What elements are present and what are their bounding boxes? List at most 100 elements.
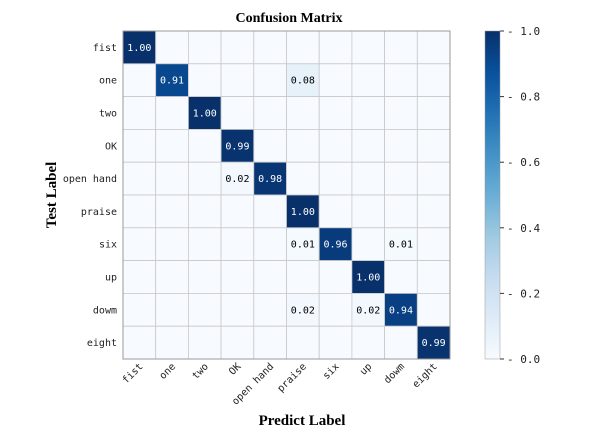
cell-value-label: 0.96 xyxy=(324,240,348,251)
heatmap-cell xyxy=(384,325,418,360)
heatmap-cell xyxy=(155,260,189,294)
heatmap-cell xyxy=(286,161,320,196)
y-tick-label: OK xyxy=(105,141,117,152)
heatmap-cell xyxy=(318,161,353,196)
heatmap-cell xyxy=(155,194,189,229)
colorbar-tick-label: - 0.6 xyxy=(507,156,540,169)
heatmap-cell xyxy=(187,128,222,163)
heatmap-cell xyxy=(351,63,385,97)
heatmap-cell xyxy=(286,63,320,97)
cell-value-label: 0.02 xyxy=(356,305,380,316)
heatmap-cell xyxy=(155,96,189,130)
heatmap-cell xyxy=(155,63,189,97)
x-tick-label: up xyxy=(358,361,374,377)
colorbar-tick-label: - 0.2 xyxy=(507,287,540,300)
heatmap-cell xyxy=(416,63,451,97)
heatmap-cell xyxy=(318,63,353,97)
heatmap-cell xyxy=(122,260,157,294)
heatmap-cell xyxy=(286,227,320,262)
y-tick-label: up xyxy=(105,273,117,284)
heatmap-cell xyxy=(351,30,385,65)
heatmap-cell xyxy=(318,325,353,360)
heatmap-cell xyxy=(318,30,353,65)
y-tick-label: fist xyxy=(93,43,117,54)
colorbar-tick-label: - 0.4 xyxy=(507,222,540,235)
colorbar-ticks: - 0.0 - 0.2 - 0.4 - 0.6 - 0.8 - 1.0 xyxy=(500,25,540,366)
heatmap-cell xyxy=(220,63,255,97)
cell-value-label: 0.98 xyxy=(258,174,282,185)
cell-value-label: 0.99 xyxy=(225,141,249,152)
heatmap-cell xyxy=(416,30,451,65)
heatmap-cell xyxy=(220,227,255,262)
heatmap-cell xyxy=(187,292,222,327)
heatmap-cell xyxy=(253,325,287,360)
heatmap-cells xyxy=(122,30,451,360)
heatmap-cell xyxy=(384,227,418,262)
cell-value-label: 0.02 xyxy=(291,305,315,316)
x-tick-label: two xyxy=(190,361,211,382)
heatmap-cell xyxy=(416,96,451,130)
heatmap-cell xyxy=(187,325,222,360)
heatmap-cell xyxy=(220,325,255,360)
x-tick-label: eight xyxy=(411,361,440,390)
cell-value-label: 1.00 xyxy=(127,43,151,54)
heatmap-cell xyxy=(416,292,451,327)
heatmap-cell xyxy=(253,63,287,97)
y-tick-label: dowm xyxy=(93,305,117,316)
heatmap-cell xyxy=(253,128,287,163)
heatmap-cell xyxy=(384,161,418,196)
heatmap-cell xyxy=(416,227,451,262)
heatmap-cell xyxy=(122,63,157,97)
y-tick-label: open hand xyxy=(63,174,117,185)
heatmap-cell xyxy=(286,325,320,360)
y-tick-label: two xyxy=(99,109,117,120)
heatmap-cell xyxy=(253,194,287,229)
heatmap-cell xyxy=(286,194,320,229)
heatmap-cell xyxy=(187,63,222,97)
heatmap-cell xyxy=(416,194,451,229)
heatmap-cell xyxy=(187,260,222,294)
heatmap-cell xyxy=(384,96,418,130)
heatmap-cell xyxy=(351,194,385,229)
heatmap-cell xyxy=(220,292,255,327)
heatmap-cell xyxy=(351,292,385,327)
cell-value-label: 0.01 xyxy=(291,240,315,251)
heatmap-cell xyxy=(220,260,255,294)
y-tick-label: eight xyxy=(87,338,117,349)
heatmap-cell xyxy=(253,292,287,327)
heatmap-cell xyxy=(122,194,157,229)
heatmap-cell xyxy=(286,128,320,163)
heatmap-cell xyxy=(351,260,385,294)
x-tick-label: praise xyxy=(276,361,309,394)
heatmap-cell xyxy=(253,260,287,294)
heatmap-cell xyxy=(187,194,222,229)
heatmap-cell xyxy=(384,260,418,294)
y-axis-label: Test Label xyxy=(44,162,60,229)
x-tick-label: OK xyxy=(227,361,243,377)
cell-value-label: 0.94 xyxy=(389,305,413,316)
cell-value-label: 1.00 xyxy=(291,207,315,218)
heatmap-cell xyxy=(384,194,418,229)
y-tick-label: one xyxy=(99,76,117,87)
heatmap-cell xyxy=(155,325,189,360)
heatmap-cell xyxy=(384,30,418,65)
heatmap-cell xyxy=(155,128,189,163)
heatmap-cell xyxy=(416,161,451,196)
heatmap-cell xyxy=(351,96,385,130)
heatmap-cell xyxy=(187,96,222,130)
heatmap-cell xyxy=(384,63,418,97)
heatmap-cell xyxy=(351,161,385,196)
heatmap-cell xyxy=(384,128,418,163)
heatmap-cell xyxy=(318,128,353,163)
x-tick-label: dowm xyxy=(382,361,407,386)
heatmap-cell xyxy=(351,325,385,360)
heatmap-cell-labels: 1.00 0.91 0.08 1.00 0.99 0.02 0.98 1.00 0.01 0.96… xyxy=(127,43,445,349)
heatmap-cell xyxy=(220,96,255,130)
heatmap-cell xyxy=(187,30,222,65)
colorbar-tick-label: - 1.0 xyxy=(507,25,540,38)
colorbar-tick-label: - 0.0 xyxy=(507,353,540,366)
heatmap-cell xyxy=(351,227,385,262)
y-tick-label: praise xyxy=(81,207,117,218)
heatmap-cell xyxy=(416,260,451,294)
heatmap-cell xyxy=(318,227,353,262)
